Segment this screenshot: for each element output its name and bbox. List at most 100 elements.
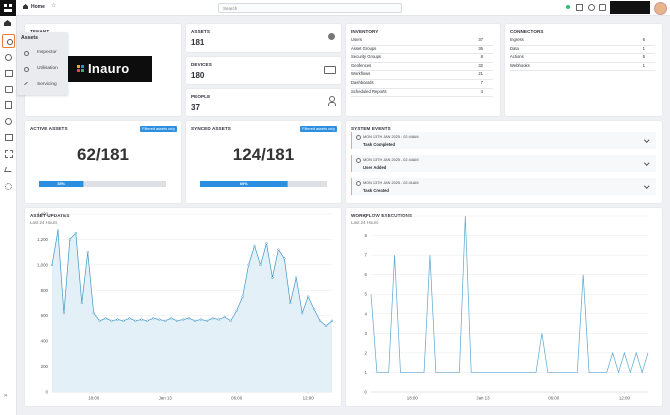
point	[205, 319, 209, 322]
point	[235, 309, 238, 312]
stat-icon	[328, 102, 336, 106]
nav-document[interactable]	[5, 101, 12, 109]
y-tick-label: 0	[365, 390, 368, 395]
row-label: Geofences	[351, 62, 372, 68]
row-label: Scheduled Reports	[351, 88, 387, 94]
point	[140, 318, 143, 321]
chart-title: WORKFLOW EXECUTIONS	[351, 213, 413, 218]
x-tick-label: 06:00	[231, 396, 243, 401]
x-tick-label: Jan 13	[476, 396, 490, 401]
event-text: Task Completed	[363, 141, 396, 147]
x-tick-label: 06:00	[548, 396, 560, 401]
system-events-card: SYSTEM EVENTS MON 13TH JAN 2025 - 02:44A…	[346, 121, 662, 203]
point	[164, 319, 167, 322]
row-value: 21	[478, 71, 483, 77]
y-tick-label: 1,200	[37, 237, 49, 242]
user-avatar[interactable]	[654, 2, 667, 15]
nav-grid[interactable]	[4, 70, 13, 77]
workflow-executions-card: WORKFLOW EXECUTIONS Last 24 Hours	[346, 208, 662, 406]
progress-label: 35%	[57, 182, 65, 186]
point	[277, 248, 280, 251]
row-value: 8	[480, 54, 483, 60]
point	[199, 318, 203, 321]
nav-workflow[interactable]	[4, 150, 13, 158]
point	[223, 315, 226, 319]
table-row: Data 1	[510, 45, 655, 55]
notifications-icon[interactable]	[599, 4, 606, 11]
point	[175, 319, 179, 322]
ratio: 124/181	[232, 145, 295, 164]
inventory-card: INVENTORY Users 37 Asset Groups 36 Security …	[346, 24, 500, 116]
y-tick-label: 2	[365, 350, 368, 355]
stat-icon	[324, 66, 336, 74]
app-logo[interactable]	[0, 0, 16, 16]
row-value: 5	[642, 54, 645, 60]
clock-icon	[356, 157, 361, 163]
breadcrumb-home[interactable]: Home	[31, 4, 45, 10]
filter-badge[interactable]: Filtered assets only	[300, 126, 337, 132]
y-tick-label: 1,000	[37, 262, 49, 267]
nav-calendar[interactable]	[4, 134, 13, 141]
synced-assets-card: SYNCED ASSETS Filtered assets only 124/1…	[186, 121, 341, 203]
event-time: MON 13TH JAN 2025 - 02:44AM	[363, 157, 419, 162]
line	[370, 215, 649, 374]
row-value: 36	[478, 45, 483, 51]
stat-value: 180	[191, 71, 205, 80]
x-tick-label: 18:00	[407, 396, 419, 401]
row-label: Security Groups	[351, 54, 382, 60]
point	[68, 238, 72, 241]
stat-label: DEVICES	[191, 62, 212, 67]
nav-folder[interactable]	[4, 86, 13, 93]
nav-home[interactable]	[4, 20, 11, 26]
collapse-button[interactable]: »	[4, 393, 8, 399]
progress-track	[39, 181, 166, 187]
clock-icon	[356, 180, 361, 186]
row-label: Workflows	[351, 71, 371, 77]
search-box[interactable]: Search	[218, 3, 402, 13]
y-tick-label: 600	[41, 313, 49, 318]
x-tick-label: Jan 13	[159, 396, 173, 401]
tenant-badge[interactable]	[610, 1, 650, 14]
filter-badge[interactable]: Filtered assets only	[140, 126, 177, 132]
point	[253, 244, 256, 247]
point	[62, 312, 66, 315]
stat-icon	[328, 33, 335, 40]
event-text: Task Created	[363, 187, 389, 193]
point	[80, 301, 83, 305]
top-bar: Home ☆ Search	[16, 0, 670, 16]
row-value: 1	[642, 45, 645, 51]
nav-location[interactable]	[5, 118, 12, 125]
point	[56, 229, 60, 232]
event-time: MON 13TH JAN 2025 - 02:44AM	[363, 134, 419, 139]
x-tick-label: 12:00	[619, 396, 631, 401]
point	[74, 231, 77, 235]
help-icon[interactable]	[588, 4, 595, 11]
y-tick-label: 5	[365, 292, 368, 297]
ratio: 62/181	[77, 145, 129, 164]
nav-settings[interactable]	[5, 183, 12, 190]
point	[86, 250, 89, 254]
connectors-card: CONNECTORS Ingress 6 Data 1 Actions 5 Webhooks…	[505, 24, 662, 116]
table-row: Webhooks 1	[510, 62, 655, 72]
nav-assets[interactable]	[2, 34, 15, 48]
menu-item[interactable]: Utilisation	[37, 66, 58, 71]
table-row: Security Groups 8	[351, 53, 493, 63]
progress-fill	[200, 181, 288, 187]
point	[312, 308, 316, 311]
nav-search[interactable]	[5, 54, 12, 61]
stat-label: ASSETS	[191, 29, 210, 34]
menu-item[interactable]: Servicing	[37, 82, 57, 87]
menu-item[interactable]: Inspector	[37, 50, 57, 55]
event-item[interactable]: MON 13TH JAN 2025 - 02:44AM Task Complete…	[351, 132, 656, 149]
point	[104, 317, 107, 320]
card-title: SYSTEM EVENTS	[351, 126, 391, 131]
stat-label: PEOPLE	[191, 94, 211, 99]
event-item[interactable]: MON 13TH JAN 2025 - 02:44AM User Added	[351, 155, 656, 172]
point	[193, 319, 197, 322]
favourite-star[interactable]: ☆	[51, 3, 57, 9]
point	[330, 319, 334, 322]
event-item[interactable]: MON 13TH JAN 2025 - 02:41AM Task Created	[351, 178, 656, 195]
card-title: ACTIVE ASSETS	[30, 126, 68, 131]
fullscreen-icon[interactable]	[576, 4, 583, 11]
x-tick-label: 12:00	[303, 396, 315, 401]
